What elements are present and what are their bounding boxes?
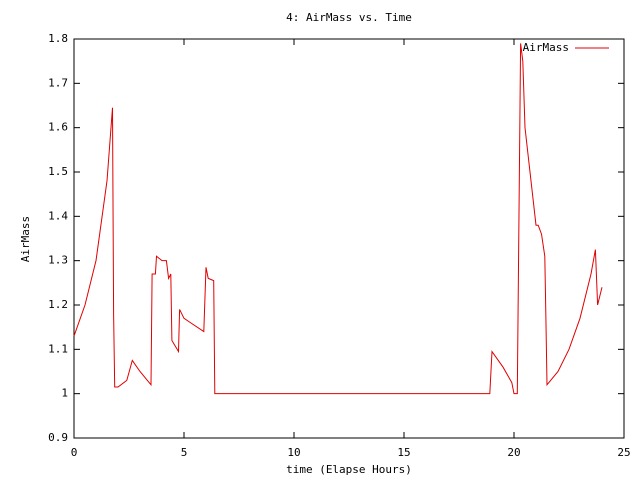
chart-title: 4: AirMass vs. Time <box>286 11 412 24</box>
x-tick-label: 0 <box>71 446 78 459</box>
y-axis-label: AirMass <box>19 216 32 262</box>
y-tick-label: 1.8 <box>48 32 68 45</box>
y-tick-label: 1.4 <box>48 209 68 222</box>
x-tick-label: 20 <box>507 446 520 459</box>
data-line <box>73 43 603 395</box>
plot-border <box>73 38 625 439</box>
y-tick-label: 0.9 <box>48 431 68 444</box>
y-tick-label: 1.7 <box>48 76 68 89</box>
legend-label: AirMass <box>523 41 569 54</box>
y-tick-label: 1.1 <box>48 342 68 355</box>
y-tick-label: 1.2 <box>48 298 68 311</box>
x-tick-label: 5 <box>181 446 188 459</box>
x-tick-label: 10 <box>287 446 300 459</box>
x-tick-label: 15 <box>397 446 410 459</box>
x-tick-label: 25 <box>617 446 630 459</box>
y-tick-label: 1.5 <box>48 165 68 178</box>
y-tick-label: 1.6 <box>48 121 68 134</box>
y-tick-label: 1 <box>61 387 68 400</box>
x-axis-label: time (Elapse Hours) <box>286 463 412 476</box>
y-tick-label: 1.3 <box>48 254 68 267</box>
